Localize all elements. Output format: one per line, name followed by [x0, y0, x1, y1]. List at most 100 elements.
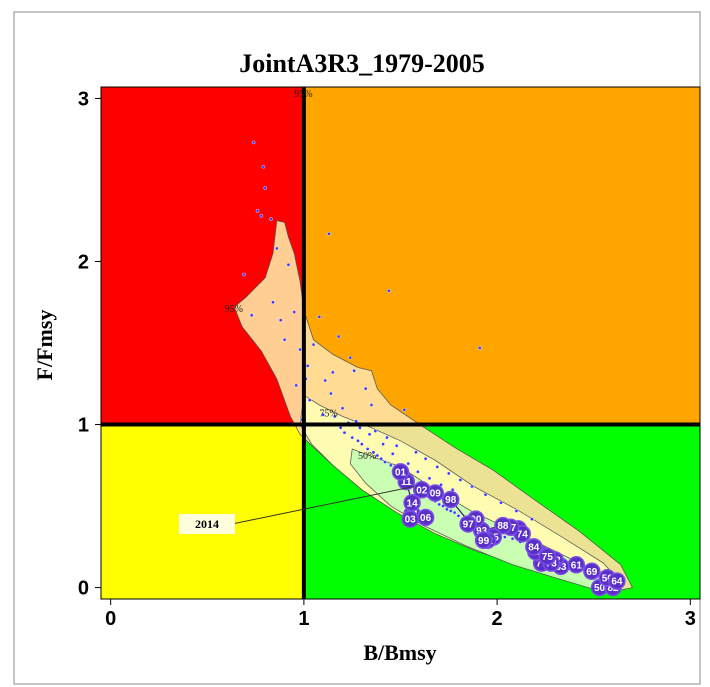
trajectory-year-label: 56 [602, 573, 614, 584]
quadrant-overfished-overfishing [101, 87, 304, 425]
trajectory-year-label: 99 [478, 536, 490, 547]
bootstrap-point [311, 342, 316, 347]
bootstrap-point [363, 386, 368, 391]
bootstrap-point [437, 502, 441, 507]
trajectory-year-label: 50 [594, 583, 606, 594]
bootstrap-point [317, 315, 322, 319]
bootstrap-point [255, 209, 260, 213]
bootstrap-point [294, 383, 298, 388]
annotation-label: 2014 [195, 517, 219, 531]
quadrant-overfished-no-overfishing [101, 424, 304, 599]
bootstrap-point [286, 262, 291, 267]
bootstrap-point [394, 443, 399, 448]
trajectory-point: 64 [608, 572, 626, 590]
bootstrap-point [458, 478, 463, 482]
bootstrap-point [385, 435, 389, 440]
bootstrap-point [514, 509, 519, 513]
trajectory-point: 84 [525, 538, 543, 556]
trajectory-point: 88 [494, 516, 512, 535]
trajectory-year-label: 01 [395, 467, 407, 478]
contour-50-label: 50% [358, 451, 376, 462]
trajectory-marker [474, 531, 493, 550]
y-tick-label: 3 [78, 88, 89, 110]
bootstrap-point [447, 471, 451, 476]
bootstrap-point [416, 470, 420, 474]
bootstrap-point [259, 214, 264, 218]
bootstrap-point [348, 355, 353, 360]
trajectory-year-label: 14 [407, 498, 419, 509]
bootstrap-point [365, 447, 370, 451]
trajectory-year-label: 61 [571, 560, 583, 571]
bootstrap-point [261, 165, 266, 169]
bootstrap-point [323, 378, 327, 383]
trajectory-year-label: 63 [555, 562, 567, 573]
bootstrap-point [375, 453, 380, 458]
bootstrap-point [427, 476, 432, 481]
bootstrap-point [338, 425, 343, 430]
x-axis-label: B/Bmsy [363, 640, 436, 665]
bootstrap-point [373, 429, 378, 433]
x-tick-label: 3 [685, 608, 696, 630]
trajectory-point: 98 [441, 490, 460, 509]
bootstrap-point [358, 425, 362, 430]
bootstrap-point [383, 460, 387, 464]
bootstrap-point [387, 289, 391, 293]
bootstrap-point [269, 217, 273, 221]
trajectory-marker [525, 538, 543, 556]
plot-area: 5082566469616362777357837584867487889395… [100, 86, 701, 600]
bootstrap-point [350, 435, 354, 440]
trajectory-year-label: 74 [517, 529, 529, 540]
trajectory-marker [608, 572, 626, 590]
bootstrap-point [402, 408, 407, 412]
bootstrap-point [445, 507, 449, 512]
trajectory-year-label: 64 [611, 577, 623, 588]
trajectory-points: 5082566469616362777357837584867487889395… [391, 463, 626, 597]
trajectory-point: 01 [391, 463, 410, 481]
bootstrap-point [499, 500, 503, 505]
bootstrap-point [278, 318, 283, 322]
trajectory-year-label: 09 [430, 489, 442, 500]
bootstrap-point [331, 370, 335, 375]
bootstrap-point [483, 492, 488, 497]
bootstrap-point [263, 186, 268, 190]
trajectory-point: 69 [583, 562, 601, 581]
bootstrap-point [435, 465, 440, 469]
trajectory-point: 03 [401, 510, 419, 528]
trajectory-marker [583, 562, 601, 581]
bootstrap-point [369, 403, 374, 407]
bootstrap-point [441, 504, 445, 508]
trajectory-point: 97 [459, 515, 477, 533]
trajectory-marker [403, 494, 421, 512]
trajectory-marker [391, 463, 410, 481]
bootstrap-point [389, 463, 393, 468]
bootstrap-point [356, 439, 360, 443]
trajectory-year-label: 69 [586, 567, 598, 578]
trajectory-year-label: 75 [542, 552, 554, 563]
trajectory-year-label: 11 [401, 477, 412, 488]
bootstrap-point [292, 310, 297, 314]
bootstrap-point [354, 419, 358, 424]
bootstrap-point [251, 140, 256, 145]
annotation-leader-line [231, 486, 415, 525]
x-tick-label: 1 [298, 608, 309, 630]
bootstrap-point [336, 334, 341, 339]
bootstrap-point [242, 272, 246, 277]
bootstrap-point [321, 412, 326, 417]
bootstrap-point [456, 514, 461, 518]
x-tick-label: 2 [492, 608, 503, 630]
bootstrap-point [414, 450, 418, 455]
trajectory-year-label: 90 [470, 515, 482, 526]
bootstrap-point [298, 347, 302, 352]
bootstrap-point [530, 517, 534, 521]
trajectory-point: 99 [474, 531, 493, 550]
trajectory-year-label: 06 [420, 513, 432, 524]
y-axis: 0 1 2 3 [78, 88, 101, 600]
bootstrap-point [342, 430, 347, 435]
bootstrap-point [367, 432, 372, 437]
trajectory-year-label: 77 [536, 559, 548, 570]
contour-95-top-label: 95% [294, 89, 312, 100]
trajectory-year-label: 02 [416, 485, 428, 496]
bootstrap-point [249, 313, 254, 318]
